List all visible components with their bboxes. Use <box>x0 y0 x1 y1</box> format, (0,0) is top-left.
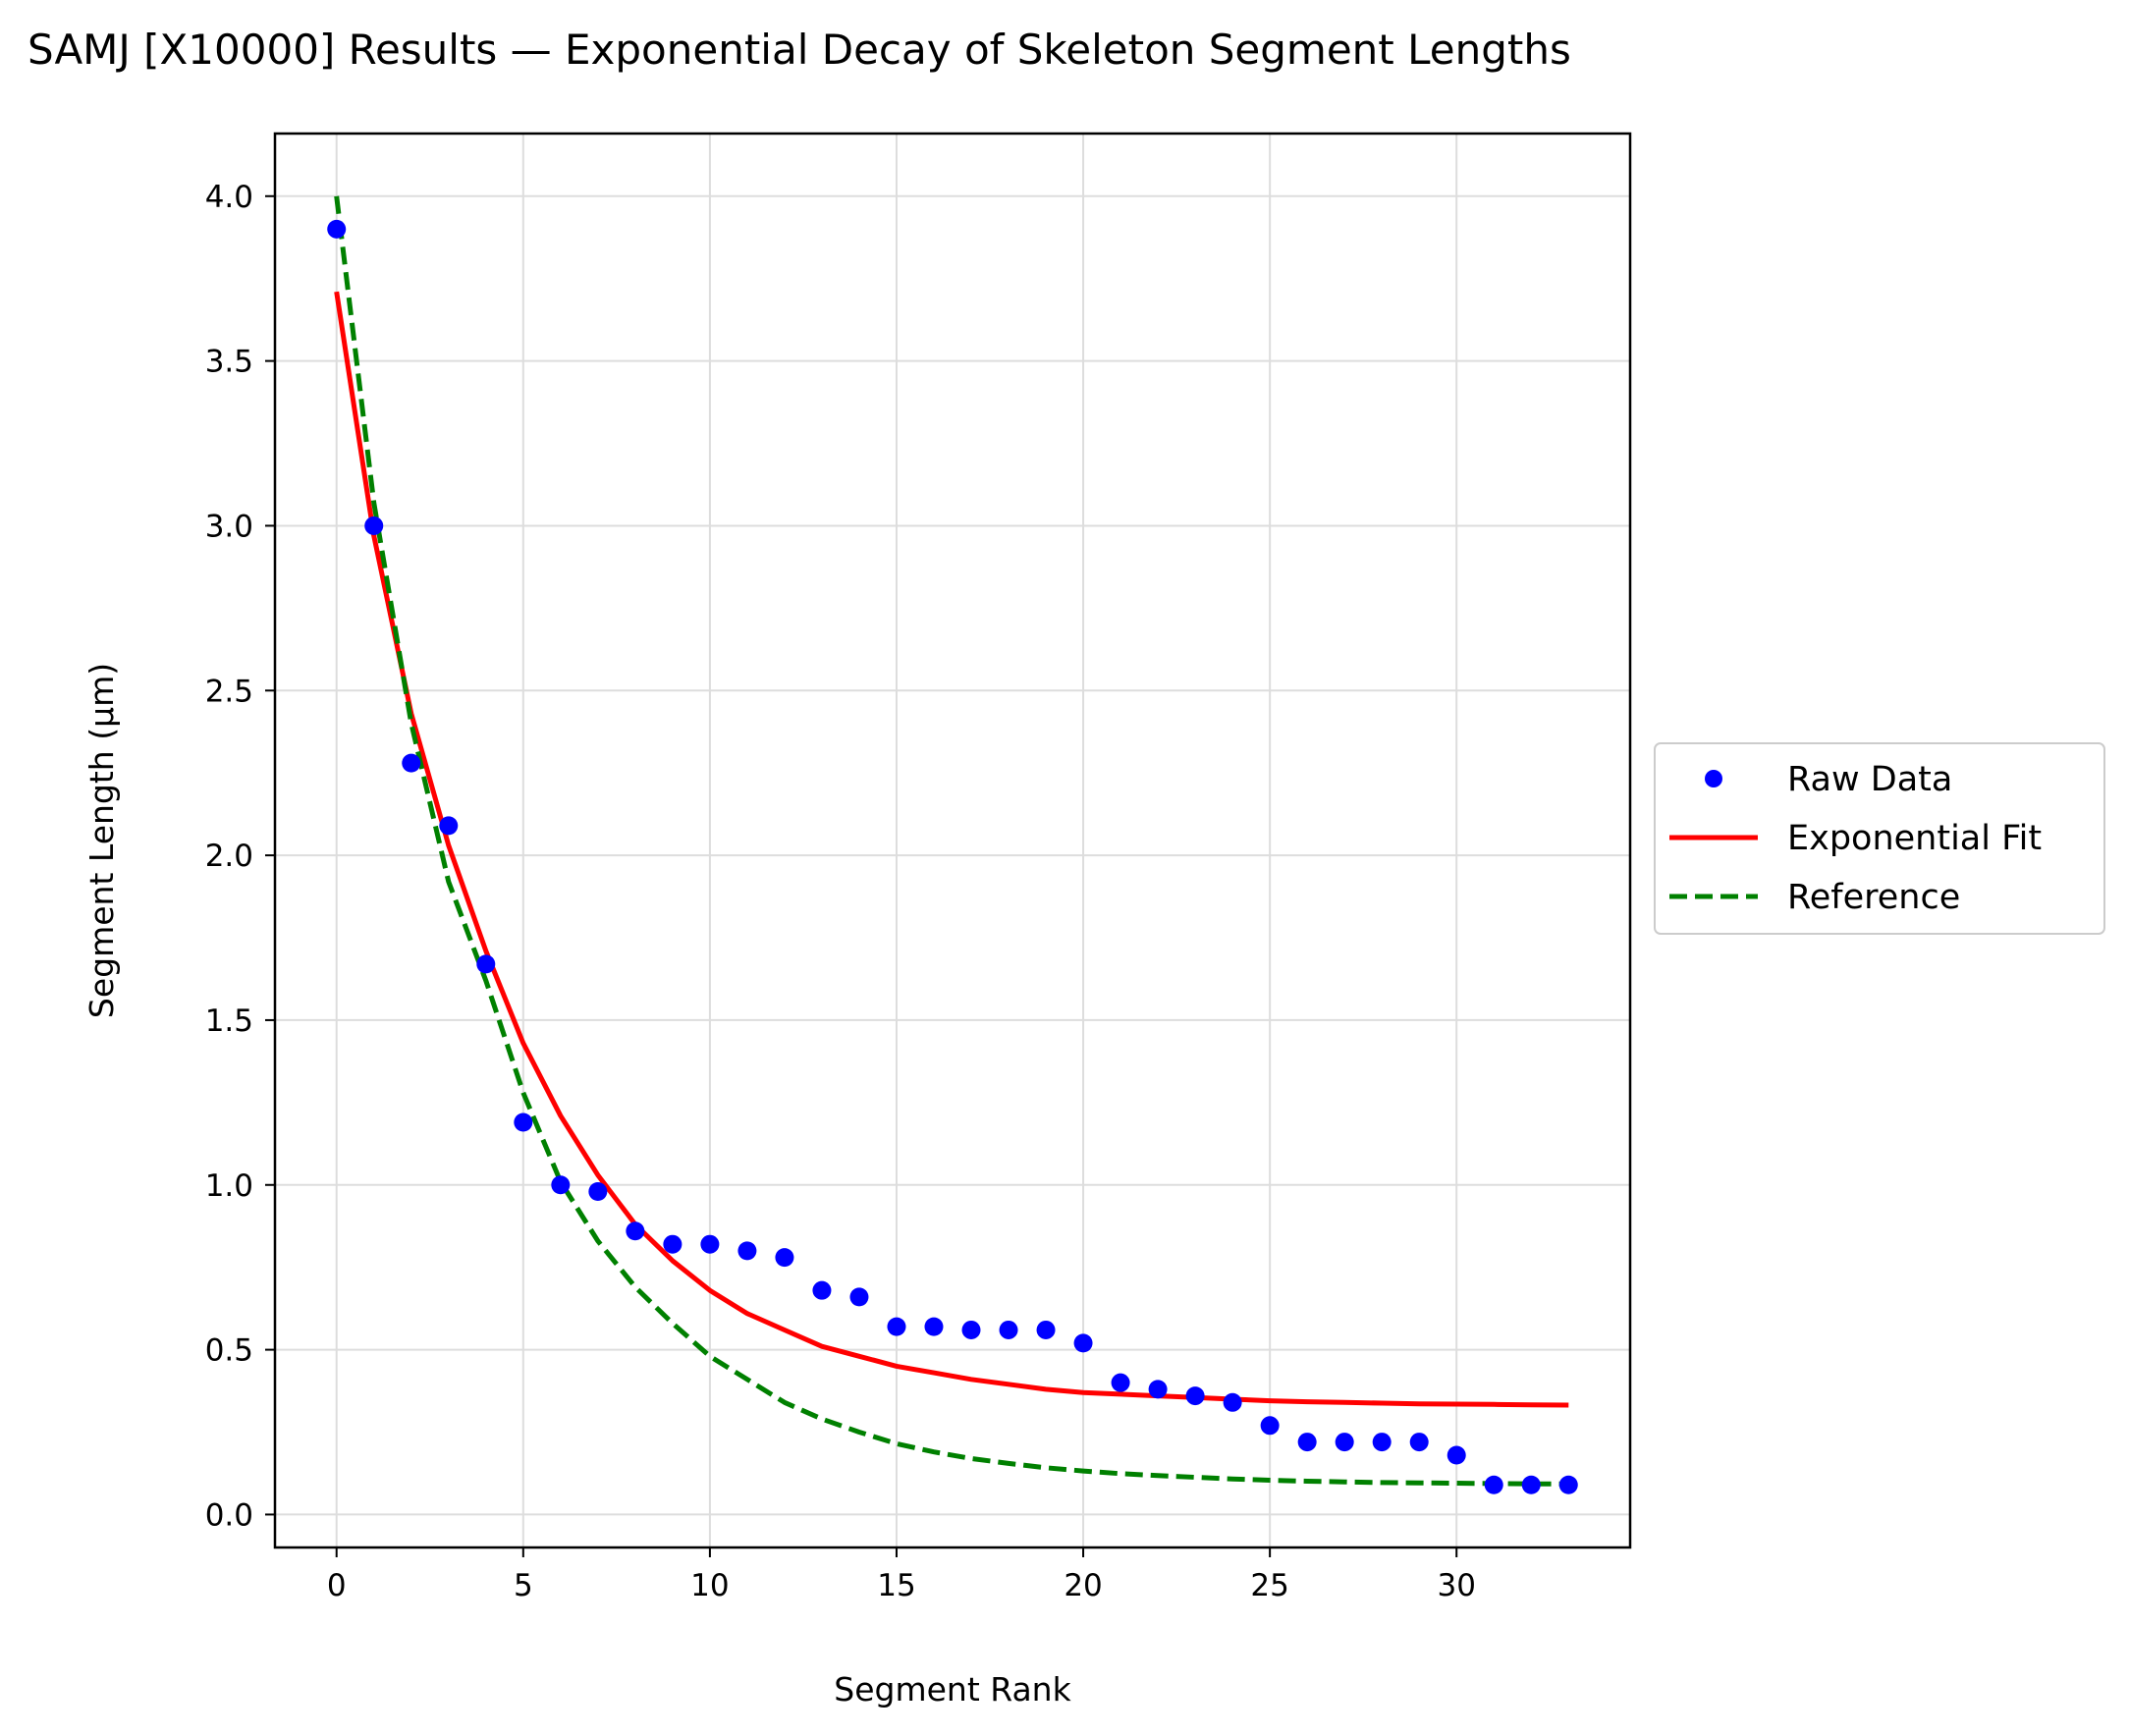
data-point-raw-data <box>1521 1475 1541 1494</box>
chart-title: SAMJ [X10000] Results — Exponential Deca… <box>27 26 1571 74</box>
plot-frame <box>273 132 1632 1549</box>
y-tick-label: 1.0 <box>205 1168 253 1204</box>
data-point-raw-data <box>1185 1386 1205 1406</box>
legend-frame <box>1654 742 2105 935</box>
y-tick-label: 0.5 <box>205 1333 253 1369</box>
y-tick-label: 2.5 <box>205 674 253 709</box>
legend-marker-raw-data <box>1705 770 1722 787</box>
y-tick-label: 2.0 <box>205 839 253 874</box>
series-line-reference <box>334 195 1569 1487</box>
y-axis-ticks: 0.0 0.5 1.0 1.5 2.0 2.5 3.0 3.5 4.0 <box>205 180 275 1533</box>
data-point-raw-data <box>1260 1416 1280 1436</box>
data-point-raw-data <box>364 515 384 535</box>
data-point-raw-data <box>812 1280 832 1300</box>
x-tick-label: 25 <box>1250 1568 1288 1603</box>
x-axis-ticks: 0 5 10 15 20 25 30 <box>327 1547 1476 1603</box>
x-tick-label: 20 <box>1064 1568 1102 1603</box>
data-point-raw-data <box>737 1241 757 1261</box>
data-point-raw-data <box>1484 1475 1503 1494</box>
data-point-raw-data <box>700 1234 720 1254</box>
x-tick-label: 0 <box>327 1568 347 1603</box>
legend-label-raw-data: Raw Data <box>1787 760 1952 799</box>
data-point-raw-data <box>663 1234 682 1254</box>
data-point-raw-data <box>626 1221 645 1241</box>
y-tick-label: 3.5 <box>205 345 253 380</box>
data-point-raw-data <box>1073 1333 1093 1353</box>
data-point-raw-data <box>1297 1433 1317 1452</box>
data-point-raw-data <box>1447 1445 1466 1465</box>
series-line-exponential-fit <box>334 291 1569 1408</box>
data-point-raw-data <box>1558 1475 1578 1494</box>
data-point-raw-data <box>439 816 459 836</box>
data-point-raw-data <box>1372 1433 1392 1452</box>
y-tick-label: 4.0 <box>205 180 253 215</box>
x-axis-label: Segment Rank <box>834 1670 1071 1709</box>
data-point-raw-data <box>327 219 347 239</box>
data-point-raw-data <box>402 753 421 773</box>
y-tick-label: 0.0 <box>205 1497 253 1533</box>
x-tick-label: 10 <box>690 1568 729 1603</box>
data-point-raw-data <box>514 1112 533 1132</box>
data-point-raw-data <box>1335 1433 1354 1452</box>
y-axis-label: Segment Length (µm) <box>82 663 121 1018</box>
data-point-raw-data <box>1036 1320 1056 1339</box>
x-tick-label: 5 <box>514 1568 533 1603</box>
data-point-raw-data <box>1409 1433 1429 1452</box>
data-point-raw-data <box>1148 1380 1168 1399</box>
data-point-raw-data <box>849 1287 869 1307</box>
data-point-raw-data <box>999 1320 1018 1339</box>
plot-area <box>327 195 1578 1494</box>
data-point-raw-data <box>887 1317 906 1336</box>
grid <box>275 134 1630 1547</box>
data-point-raw-data <box>961 1320 981 1339</box>
y-tick-label: 1.5 <box>205 1004 253 1039</box>
x-tick-label: 15 <box>877 1568 915 1603</box>
y-tick-label: 3.0 <box>205 509 253 544</box>
legend-label-reference: Reference <box>1787 878 1960 917</box>
x-tick-label: 30 <box>1437 1568 1475 1603</box>
data-point-raw-data <box>1111 1373 1130 1392</box>
legend-label-exponential-fit: Exponential Fit <box>1787 819 2042 858</box>
legend: Raw Data Exponential Fit Reference <box>1654 742 2105 935</box>
data-point-raw-data <box>924 1317 944 1336</box>
data-point-raw-data <box>476 954 496 974</box>
data-point-raw-data <box>588 1181 608 1201</box>
data-point-raw-data <box>551 1175 571 1195</box>
data-point-raw-data <box>775 1248 794 1268</box>
data-point-raw-data <box>1223 1392 1242 1412</box>
